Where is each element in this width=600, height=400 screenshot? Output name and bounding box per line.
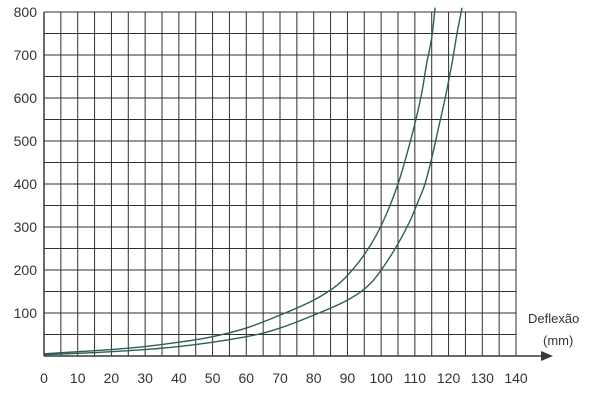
x-tick-label: 70	[272, 370, 288, 386]
x-tick-label: 60	[238, 370, 254, 386]
x-axis-label: Deflexão	[528, 311, 579, 326]
y-tick-label: 100	[14, 305, 38, 321]
y-tick-label: 800	[14, 4, 38, 20]
y-tick-label: 700	[14, 47, 38, 63]
x-tick-label: 110	[404, 370, 427, 386]
x-axis-arrow-icon	[541, 351, 553, 361]
series-line-2	[43, 7, 463, 356]
y-tick-label: 300	[14, 219, 38, 235]
x-tick-label: 30	[137, 370, 153, 386]
x-tick-label: 50	[205, 370, 221, 386]
axes	[43, 12, 553, 361]
x-tick-label: 10	[70, 370, 86, 386]
y-tick-label: 500	[14, 133, 38, 149]
y-tick-label: 200	[14, 262, 38, 278]
x-tick-labels: 0 10 20 30 40 50 60 70 80 90 100 110 120 130 140	[40, 370, 528, 386]
y-tick-label: 400	[14, 176, 38, 192]
x-tick-label: 130	[471, 370, 495, 386]
x-tick-label: 0	[40, 370, 48, 386]
x-tick-label: 40	[171, 370, 187, 386]
x-tick-label: 120	[437, 370, 461, 386]
x-tick-label: 80	[306, 370, 322, 386]
y-tick-labels: 100 200 300 400 500 600 700 800	[14, 4, 38, 321]
grid	[43, 11, 517, 357]
x-tick-label: 100	[369, 370, 393, 386]
x-axis-unit: (mm)	[543, 333, 573, 348]
x-tick-label: 20	[104, 370, 120, 386]
y-tick-label: 600	[14, 90, 38, 106]
x-tick-label: 140	[504, 370, 528, 386]
x-tick-label: 90	[340, 370, 356, 386]
series-curves	[43, 7, 463, 356]
series-line-1	[43, 7, 436, 355]
